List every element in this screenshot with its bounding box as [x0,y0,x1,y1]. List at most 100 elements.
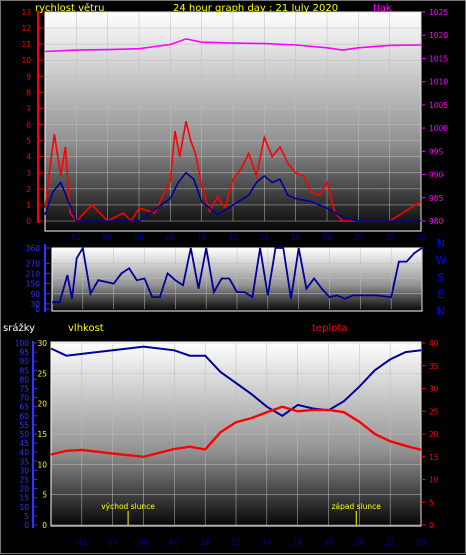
pressure-tick-label: 995 [429,147,444,156]
wind-speed-tick-label: 1 [26,201,31,210]
wind-time-tick-label: 18 [322,233,332,242]
wind-speed-tick-label: 9 [26,72,31,81]
rain-tick-label: 75 [19,385,29,394]
temperature-ticks: 0 5 10 15 20 25 30 35 40 [421,339,439,530]
pressure-tick-label: 1005 [429,101,448,110]
rain-tick-label: 45 [19,439,29,448]
rain-tick-label: 25 [19,476,29,485]
bottom-time-tick-label: 22 [385,538,395,547]
direction-tick-label: 360 [26,244,41,253]
sun-annotations: východ slunce západ slunce [101,502,381,525]
rain-humidity-temp-panel: 0510152025303540455055606570758085909510… [3,322,439,547]
direction-tick-label: 30 [30,300,40,309]
wind-speed-tick-label: 0 [26,217,31,226]
humidity-line [50,345,422,417]
rain-tick-label: 95 [19,348,29,357]
wind-speed-tick-label: 7 [26,104,31,113]
pressure-ticks: 980 985 990 995 1000 1005 1010 1015 1020 1025 [421,8,448,226]
humidity-tick-label: 5 [42,491,47,500]
wind-speed-tick-label: 8 [26,88,31,97]
bottom-time-tick-label: 14 [262,538,272,547]
temperature-tick-label: 25 [429,407,439,416]
bottom-time-tick-label: 12 [231,538,241,547]
compass-label: N [437,237,445,250]
wind-time-tick-label: 22 [385,233,395,242]
chart-title: 24 hour graph day : 21 July 2020 [173,3,338,14]
humidity-tick-label: 15 [37,430,47,439]
wind-speed-tick-label: 6 [26,121,31,130]
bottom-time-tick-label: 02 [77,538,87,547]
rain-tick-label: 90 [19,357,29,366]
bottom-time-tick-label: 06 [139,538,149,547]
wind-average-line [44,171,421,222]
bottom-time-tick-label: 16 [293,538,303,547]
bottom-time-tick-label: 08 [170,538,180,547]
temperature-tick-label: 35 [429,362,439,371]
temperature-tick-label: 10 [429,476,439,485]
wind-speed-tick-label: 13 [21,8,31,17]
pressure-tick-label: 990 [429,171,444,180]
pressure-tick-label: 1010 [429,78,448,87]
wind-time-tick-label: 12 [228,233,238,242]
pressure-tick-label: 1020 [429,31,448,40]
rain-tick-label: 70 [19,394,29,403]
pressure-label: tlak [373,3,392,14]
direction-tick-label: 150 [26,280,41,289]
rain-ticks: 0510152025303540455055606570758085909510… [15,339,37,530]
humidity-tick-label: 10 [37,460,47,469]
compass-label: W [436,254,447,267]
temperature-tick-label: 20 [429,430,439,439]
wind-speed-tick-label: 5 [26,137,31,146]
rain-tick-label: 55 [19,421,29,430]
bottom-time-tick-label: 10 [200,538,210,547]
compass-label: N [437,305,445,318]
humidity-tick-label: 20 [37,400,47,409]
pressure-tick-label: 985 [429,194,444,203]
temperature-tick-label: 0 [429,521,434,530]
pressure-tick-label: 980 [429,217,444,226]
wind-pressure-series [44,38,422,223]
rain-tick-label: 40 [19,448,29,457]
wind-time-tick-label: 00 [416,233,426,242]
bottom-time-tick-label: 00 [416,538,426,547]
wind-speed-tick-label: 11 [21,40,31,49]
bottom-time-tick-label: 20 [355,538,365,547]
temperature-tick-label: 15 [429,453,439,462]
rain-label: srážky [3,322,35,334]
wind-time-tick-label: 14 [260,233,270,242]
direction-tick-label: 270 [26,259,41,268]
humidity-tick-label: 25 [37,369,47,378]
humidity-ticks: 0 5 10 15 20 25 30 [37,339,47,530]
wind-direction-series [52,245,423,304]
sunset-label: západ slunce [332,502,382,511]
sunrise-label: východ slunce [101,502,155,511]
temperature-tick-label: 30 [429,385,439,394]
bottom-panel-gridlines [51,342,422,526]
rain-tick-label: 30 [19,466,29,475]
rain-tick-label: 65 [19,403,29,412]
wind-speed-tick-label: 3 [26,169,31,178]
humidity-tick-label: 0 [42,521,47,530]
wind-panel-time-ticks: 02 04 06 08 10 12 14 16 18 20 22 00 [72,233,426,242]
temperature-label: teplota [312,323,347,334]
compass-label: S [438,271,445,284]
rain-tick-label: 80 [19,375,29,384]
wind-time-tick-label: 08 [166,233,176,242]
compass-label: E [438,288,445,301]
rain-tick-label: 50 [19,430,29,439]
temperature-tick-label: 40 [429,339,439,348]
rain-tick-label: 100 [15,339,30,348]
pressure-line [44,38,422,53]
pressure-tick-label: 1015 [429,54,448,63]
rain-tick-label: 85 [19,366,29,375]
temperature-tick-label: 5 [429,498,434,507]
wind-time-tick-label: 10 [197,233,207,242]
rain-tick-label: 10 [19,503,29,512]
wind-gust-line [44,121,422,223]
